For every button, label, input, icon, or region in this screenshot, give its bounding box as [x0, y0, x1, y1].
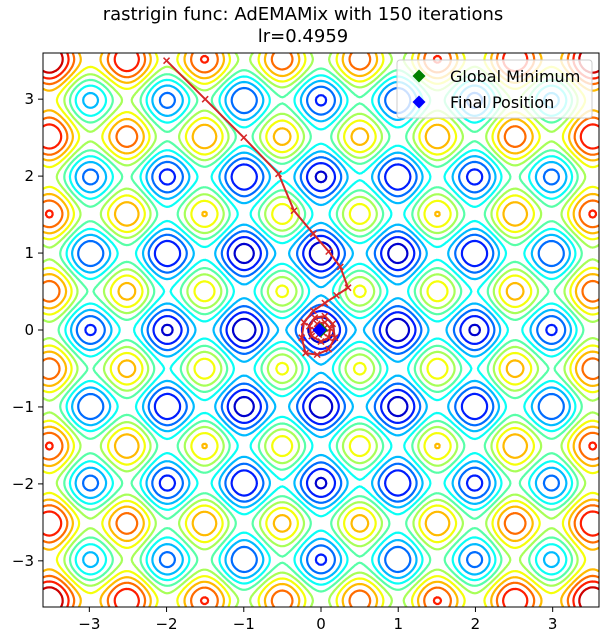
legend-marker-0 [412, 69, 426, 83]
legend-marker-1 [412, 95, 426, 109]
trajectory-point-20 [311, 314, 319, 322]
trajectory-point-19 [321, 312, 329, 320]
y-tick: −3 [12, 552, 43, 570]
trajectory-point-25 [326, 324, 334, 332]
trajectory-point-16 [325, 345, 333, 353]
y-axis-ticks: −3 −2 −1 0 1 2 3 [12, 90, 43, 570]
x-tick-label: −2 [155, 615, 177, 633]
y-tick: 3 [24, 90, 43, 108]
x-tick-label: −1 [233, 615, 255, 633]
trajectory-point-15 [313, 351, 321, 359]
y-tick-label: −3 [12, 552, 34, 570]
y-tick-label: −2 [12, 475, 34, 493]
contour-level-6 [57, 67, 585, 593]
trajectory-point-17 [331, 334, 339, 342]
trajectory-point-14 [302, 349, 310, 357]
y-tick-label: −1 [12, 398, 34, 416]
contour-level-4 [69, 79, 573, 581]
legend-label-0: Global Minimum [450, 67, 580, 86]
x-tick-label: −3 [78, 615, 100, 633]
x-tick: 0 [316, 607, 326, 633]
y-tick: −1 [12, 398, 43, 416]
trajectory-point-18 [329, 320, 337, 328]
trajectory-point-7 [336, 263, 344, 271]
trajectory-point-26 [321, 318, 329, 326]
y-tick: 2 [24, 167, 43, 185]
x-tick-label: 3 [548, 615, 558, 633]
trajectory-point-5 [309, 230, 317, 238]
y-tick-label: 0 [24, 321, 34, 339]
legend-label-1: Final Position [450, 93, 554, 112]
trajectory-point-9 [332, 291, 340, 299]
x-tick: −2 [155, 607, 178, 633]
trajectory-point-12 [300, 318, 308, 326]
x-tick: 1 [393, 607, 403, 633]
trajectory-point-4 [290, 207, 298, 215]
contour-level-3 [75, 85, 567, 575]
x-axis-ticks: −3 −2 −1 0 1 2 3 [78, 607, 557, 633]
final-position-marker [312, 323, 327, 337]
x-tick: 3 [548, 607, 558, 633]
y-tick: 0 [24, 321, 43, 339]
trajectory-point-23 [317, 338, 325, 346]
trajectory-point-3 [274, 170, 283, 178]
trajectory-point-13 [298, 334, 306, 342]
trajectory-point-6 [325, 247, 333, 256]
trajectory-point-22 [308, 332, 316, 340]
trajectory-point-11 [309, 307, 317, 315]
contour-level-5 [64, 74, 578, 586]
y-tick-label: 1 [24, 244, 34, 262]
legend: Global Minimum Final Position [396, 59, 593, 119]
x-tick-label: 2 [471, 615, 481, 633]
legend-box [396, 59, 593, 119]
y-tick-label: 3 [24, 90, 34, 108]
chart-subtitle: lr=0.4959 [257, 26, 349, 47]
y-tick: −2 [12, 475, 43, 493]
chart-title: rastrigin func: AdEMAMix with 150 iterat… [102, 4, 504, 25]
trajectory-point-0 [163, 57, 171, 65]
y-tick-label: 2 [24, 167, 34, 185]
trajectory-point-8 [344, 284, 352, 292]
point-markers [312, 323, 328, 337]
y-tick: 1 [24, 244, 43, 262]
trajectory-point-10 [321, 299, 329, 307]
trajectory-point-2 [240, 134, 248, 142]
trajectory-point-24 [325, 334, 333, 342]
x-tick: −1 [233, 607, 255, 633]
x-tick: 2 [471, 607, 481, 633]
x-tick-label: 0 [316, 615, 326, 633]
contour-level-9 [43, 53, 599, 607]
contour-level-7 [43, 53, 599, 607]
trajectory-point-21 [305, 322, 313, 330]
x-tick: −3 [78, 607, 100, 633]
contour-level-2 [84, 94, 558, 566]
x-tick-label: 1 [393, 615, 403, 633]
trajectory-point-1 [201, 95, 209, 103]
